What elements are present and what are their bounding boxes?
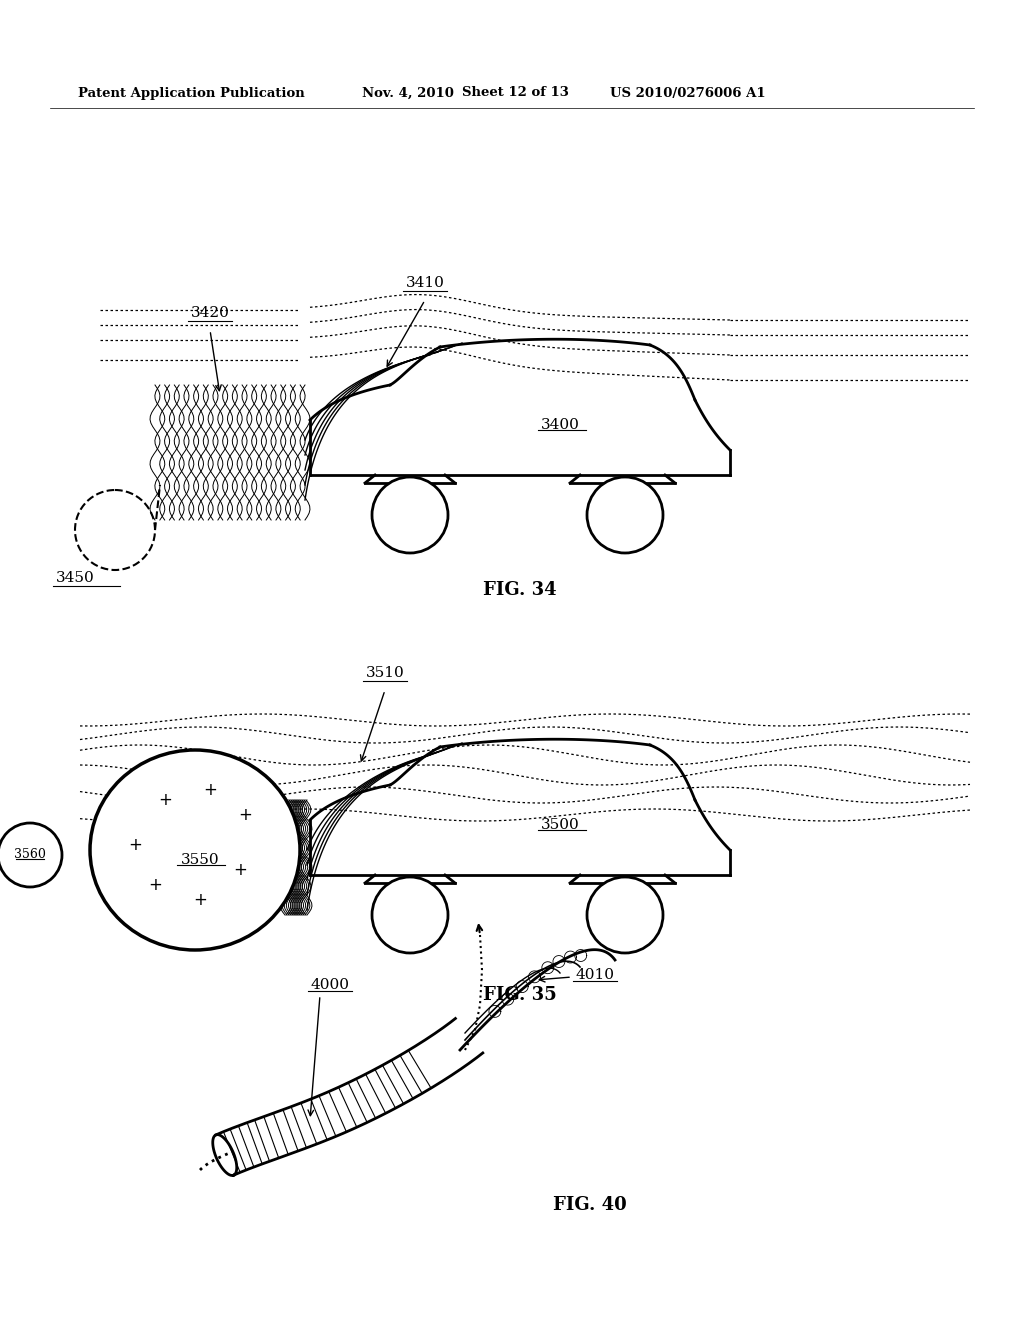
Text: 3500: 3500 bbox=[541, 818, 580, 832]
Text: Nov. 4, 2010: Nov. 4, 2010 bbox=[362, 87, 454, 99]
Text: +: + bbox=[148, 876, 162, 894]
Text: FIG. 35: FIG. 35 bbox=[483, 986, 557, 1005]
Text: 3550: 3550 bbox=[180, 853, 219, 867]
Text: 3420: 3420 bbox=[190, 306, 229, 319]
Text: 3410: 3410 bbox=[406, 276, 444, 290]
Text: +: + bbox=[203, 781, 217, 799]
Circle shape bbox=[587, 876, 663, 953]
Text: Patent Application Publication: Patent Application Publication bbox=[78, 87, 305, 99]
Text: +: + bbox=[194, 891, 207, 909]
Text: 3560: 3560 bbox=[14, 849, 46, 862]
Text: Sheet 12 of 13: Sheet 12 of 13 bbox=[462, 87, 569, 99]
Circle shape bbox=[0, 822, 62, 887]
Circle shape bbox=[372, 876, 449, 953]
Text: 3450: 3450 bbox=[55, 572, 94, 585]
Ellipse shape bbox=[90, 750, 300, 950]
Text: 3510: 3510 bbox=[366, 667, 404, 680]
Text: +: + bbox=[158, 791, 172, 809]
Circle shape bbox=[587, 477, 663, 553]
Text: +: + bbox=[238, 807, 252, 824]
Text: FIG. 34: FIG. 34 bbox=[483, 581, 557, 599]
Text: 4000: 4000 bbox=[310, 978, 349, 993]
Text: FIG. 40: FIG. 40 bbox=[553, 1196, 627, 1214]
Text: 3400: 3400 bbox=[541, 418, 580, 432]
Text: US 2010/0276006 A1: US 2010/0276006 A1 bbox=[610, 87, 766, 99]
Circle shape bbox=[372, 477, 449, 553]
Text: +: + bbox=[128, 836, 142, 854]
Text: +: + bbox=[233, 861, 247, 879]
Text: 4010: 4010 bbox=[575, 968, 614, 982]
